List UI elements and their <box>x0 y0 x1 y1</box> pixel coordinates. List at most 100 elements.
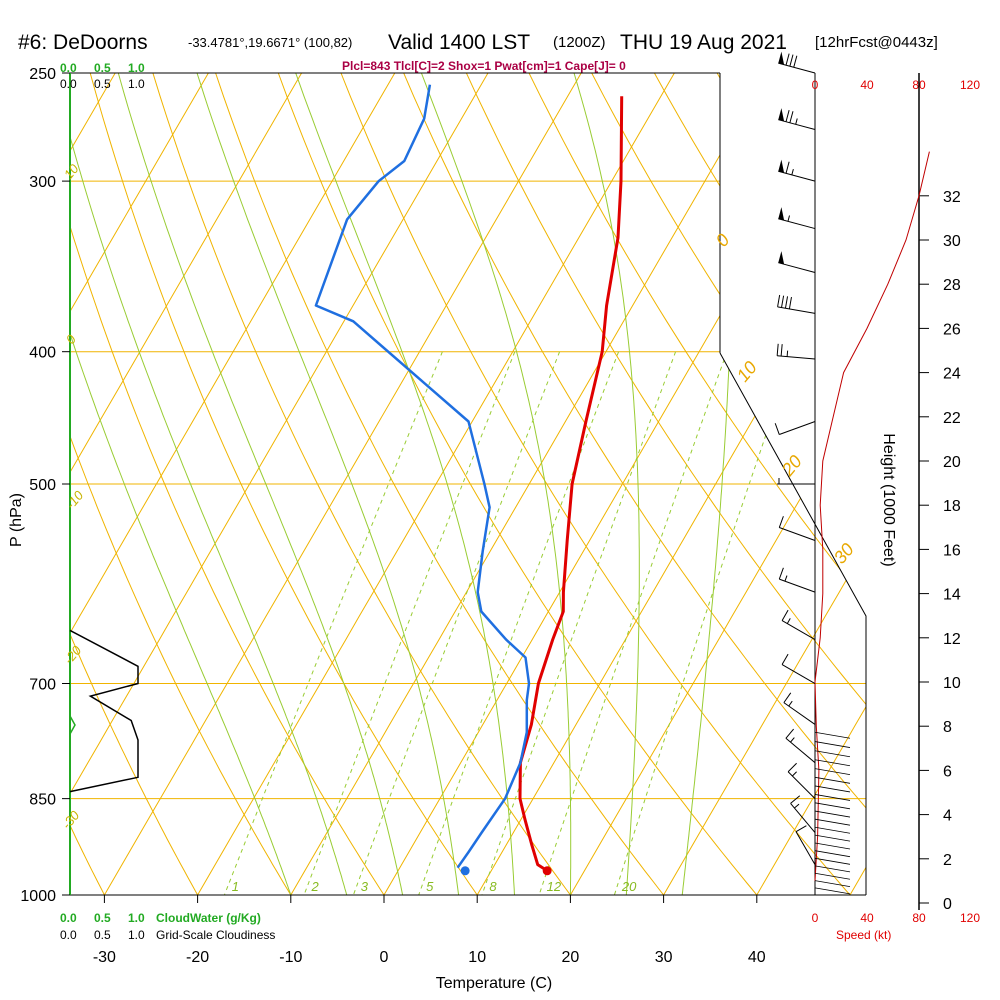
cloudiness-line <box>69 629 139 793</box>
wind-barb <box>783 692 816 725</box>
dry-adiabat <box>277 73 758 895</box>
barb-flag <box>785 110 790 122</box>
barb-pennant <box>778 51 785 65</box>
barb-half-flag <box>786 618 791 624</box>
barb-staff <box>778 170 816 182</box>
surface-dewpoint-dot <box>460 866 470 876</box>
mixing-ratio-line <box>481 351 677 895</box>
isotherm <box>70 73 489 895</box>
speed-tick-top: 0 <box>812 78 819 92</box>
mixing-ratio-label: 2 <box>311 879 320 894</box>
barb-flag <box>777 294 781 307</box>
isotherm-label: 10 <box>733 357 761 385</box>
speed-axis-top: 0 40 80 120 <box>812 78 981 92</box>
barb-flag <box>774 423 780 435</box>
isotherm <box>663 73 866 895</box>
speed-axis-bottom: 0 40 80 120 Speed (kt) <box>812 911 981 942</box>
cloud-scale-top: 0.0 0.5 1.0 0.0 0.5 1.0 <box>60 61 145 91</box>
station-coords: -33.4781°,19.6671° (100,82) <box>188 35 352 50</box>
lowlevel-barb <box>814 750 851 758</box>
station-title: #6: DeDoorns <box>18 31 148 54</box>
height-tick-label: 4 <box>943 808 952 825</box>
barb-flag <box>780 344 783 357</box>
moist-adiabat <box>295 73 515 895</box>
cloudiness-label: Grid-Scale Cloudiness <box>156 928 275 942</box>
forecast-label: [12hrFcst@0443z] <box>815 34 938 51</box>
barb-staff <box>777 355 816 360</box>
dry-adiabat <box>403 73 866 895</box>
barb-flag <box>785 728 794 739</box>
temperature-tick-label: 10 <box>468 949 486 966</box>
mixing-ratio-label: 3 <box>361 879 369 894</box>
barb-pennant <box>778 251 785 265</box>
lowlevel-barb <box>814 794 851 801</box>
barb-staff <box>778 119 816 130</box>
lowlevel-barb <box>814 802 851 810</box>
cloudwater-tick-bottom: 1.0 <box>128 911 145 925</box>
wind-barb <box>778 516 816 541</box>
wind-barb <box>778 251 816 273</box>
wind-barb <box>781 609 816 641</box>
barb-half-flag <box>790 737 795 743</box>
speed-line <box>814 151 930 881</box>
cloudiness-profile <box>69 629 139 793</box>
isotherm-label: -30 <box>59 807 83 832</box>
height-axis-label: Height (1000 Feet) <box>880 433 897 566</box>
speed-tick-bottom: 0 <box>812 911 819 925</box>
temperature-tick-label: -20 <box>186 949 209 966</box>
height-tick-label: 10 <box>943 675 961 692</box>
dry-adiabat <box>528 73 866 895</box>
isotherm-label: -10 <box>63 487 87 512</box>
temperature-tick-label: 30 <box>655 949 673 966</box>
pressure-tick-label: 400 <box>29 345 56 362</box>
mixing-ratio-line <box>418 351 620 895</box>
speed-tick-bottom: 120 <box>960 911 980 925</box>
speed-axis-label: Speed (kt) <box>836 928 891 942</box>
barb-flag <box>776 343 779 356</box>
pressure-tick-label: 1000 <box>20 888 56 905</box>
wind-barb <box>787 762 816 799</box>
barb-staff <box>777 306 816 314</box>
cloudwater-tick-top: 1.0 <box>128 61 145 75</box>
height-tick-label: 6 <box>943 763 952 780</box>
temperature-axis-label: Temperature (C) <box>436 975 552 992</box>
lowlevel-barb <box>814 810 851 818</box>
isotherm <box>197 73 675 895</box>
lowlevel-barb <box>814 768 851 775</box>
mixing-ratio-label: 8 <box>489 879 497 894</box>
lowlevel-barb <box>814 887 851 895</box>
lowlevel-barb <box>814 850 851 858</box>
wind-barbs <box>774 51 851 895</box>
mixing-ratio-label: 1 <box>232 879 239 894</box>
parameters-line: Plcl=843 Tlcl[C]=2 Shox=1 Pwat[cm]=1 Cap… <box>342 59 626 73</box>
moist-adiabat <box>573 73 640 895</box>
height-tick-label: 2 <box>943 852 952 869</box>
mixing-ratio-line <box>538 351 728 895</box>
wind-barb <box>777 294 816 314</box>
height-tick-label: 12 <box>943 631 961 648</box>
barb-staff <box>781 664 816 684</box>
temperature-tick-label: -30 <box>93 949 116 966</box>
temperature-tick-label: 20 <box>562 949 580 966</box>
isotherm-label: 0 <box>712 230 734 251</box>
height-tick-label: 16 <box>943 542 961 559</box>
speed-tick-bottom: 40 <box>860 911 874 925</box>
height-tick-label: 18 <box>943 498 961 515</box>
dry-adiabat <box>70 73 292 895</box>
wind-barb <box>781 653 816 684</box>
barb-pennant <box>778 207 785 221</box>
cloud-scale-bottom: 0.0 0.5 1.0 CloudWater (g/Kg) 0.0 0.5 1.… <box>60 911 275 942</box>
lowlevel-barb <box>814 872 851 880</box>
barb-staff <box>778 62 816 74</box>
dry-adiabat <box>70 73 199 895</box>
barb-staff <box>795 831 816 865</box>
speed-profile <box>814 151 930 881</box>
barb-flag <box>781 295 785 308</box>
wind-barb <box>778 207 816 230</box>
barb-half-flag <box>795 118 798 125</box>
barb-staff <box>779 421 816 435</box>
barb-pennant <box>778 108 785 122</box>
cloudwater-tick-top: 0.5 <box>94 61 111 75</box>
